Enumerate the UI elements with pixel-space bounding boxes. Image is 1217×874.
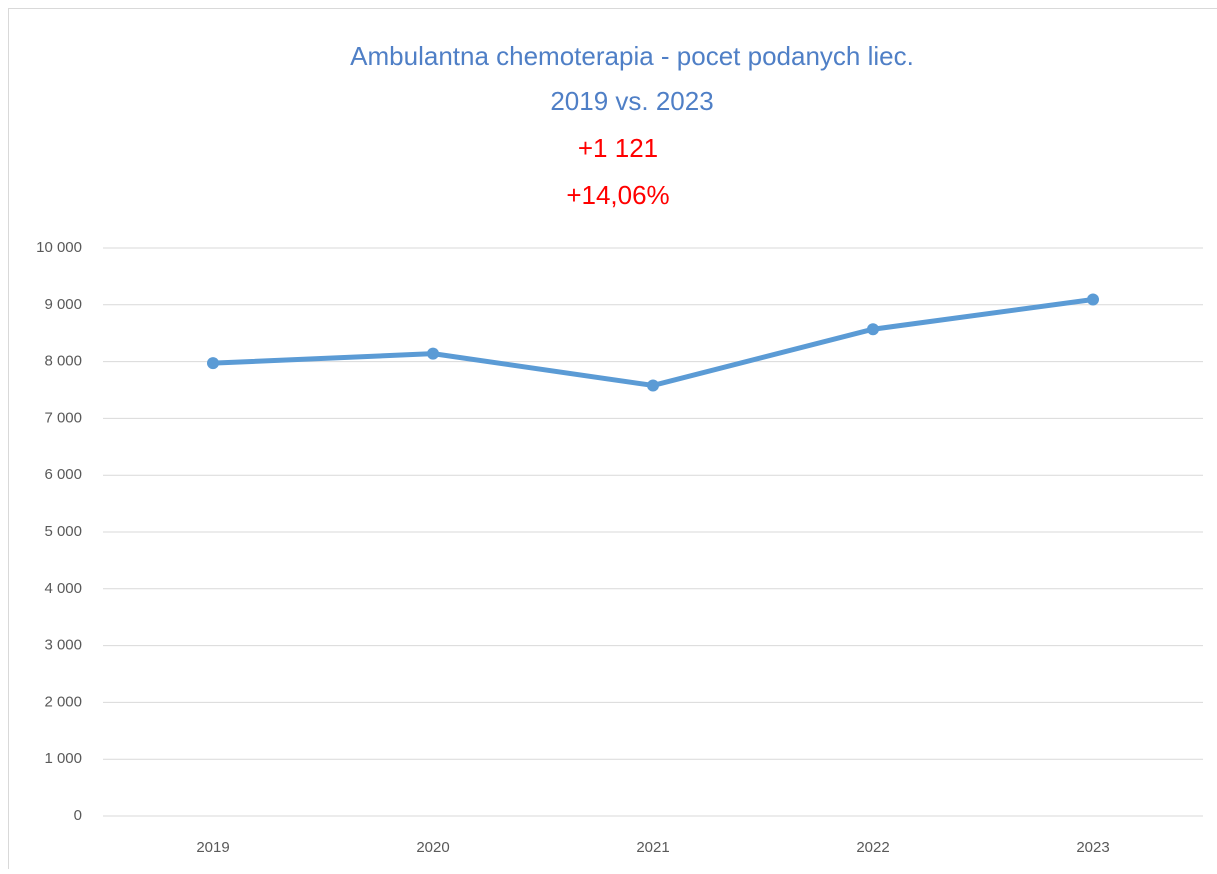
y-tick-label: 3 000	[44, 637, 82, 654]
point	[427, 348, 439, 360]
y-tick-label: 7 000	[44, 409, 82, 426]
y-tick-label: 9 000	[44, 296, 82, 313]
x-tick-label: 2020	[416, 839, 449, 856]
x-tick-label: 2021	[636, 839, 669, 856]
chart-title: Ambulantna chemoterapia - pocet podanych…	[350, 41, 914, 71]
y-tick-label: 4 000	[44, 580, 82, 597]
annotation: +1 121	[578, 133, 658, 163]
point	[647, 379, 659, 391]
y-tick-label: 1 000	[44, 750, 82, 767]
x-tick-label: 2019	[196, 839, 229, 856]
x-tick-label: 2023	[1076, 839, 1109, 856]
y-tick-label: 2 000	[44, 693, 82, 710]
x-tick-label: 2022	[856, 839, 889, 856]
y-tick-label: 8 000	[44, 353, 82, 370]
chart-subtitle: 2019 vs. 2023	[550, 86, 713, 116]
point	[1087, 293, 1099, 305]
annotation: +14,06%	[566, 180, 669, 210]
point	[867, 323, 879, 335]
y-tick-label: 6 000	[44, 466, 82, 483]
y-tick-label: 0	[74, 807, 82, 824]
y-tick-label: 5 000	[44, 523, 82, 540]
y-tick-label: 10 000	[36, 239, 82, 256]
point	[207, 357, 219, 369]
